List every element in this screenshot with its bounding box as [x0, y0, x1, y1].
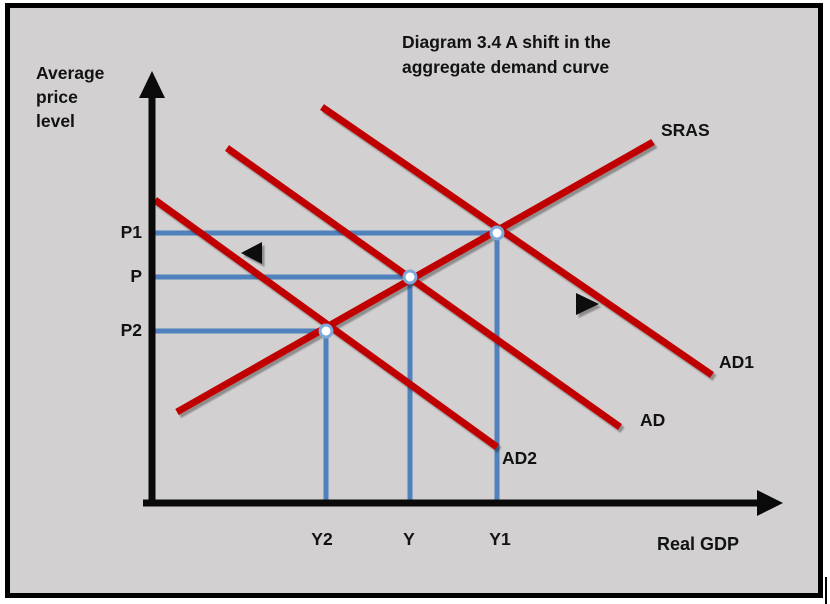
- curve-label-ad2: AD2: [502, 448, 538, 468]
- y-axis-label-line2: price: [36, 87, 78, 107]
- quantity-label-y: Y: [403, 529, 415, 549]
- stray-border-tick: [825, 577, 827, 604]
- price-label-p2: P2: [120, 320, 142, 340]
- x-axis-label: Real GDP: [657, 534, 740, 554]
- diagram-title-line1: Diagram 3.4 A shift in the: [402, 32, 611, 52]
- curve-label-ad1: AD1: [719, 352, 755, 372]
- curve-label-ad: AD: [640, 410, 666, 430]
- quantity-label-y1: Y1: [489, 529, 511, 549]
- price-label-p1: P1: [120, 222, 142, 242]
- y-axis-label-line3: level: [36, 111, 75, 131]
- y-axis-label: Average price level: [36, 61, 104, 133]
- quantity-label-y2: Y2: [311, 529, 333, 549]
- curve-label-sras: SRAS: [661, 120, 710, 140]
- price-label-p: P: [130, 266, 142, 286]
- y-axis-label-line1: Average: [36, 63, 105, 83]
- diagram-title: Diagram 3.4 A shift in the aggregate dem…: [402, 30, 611, 80]
- diagram-title-line2: aggregate demand curve: [402, 57, 610, 77]
